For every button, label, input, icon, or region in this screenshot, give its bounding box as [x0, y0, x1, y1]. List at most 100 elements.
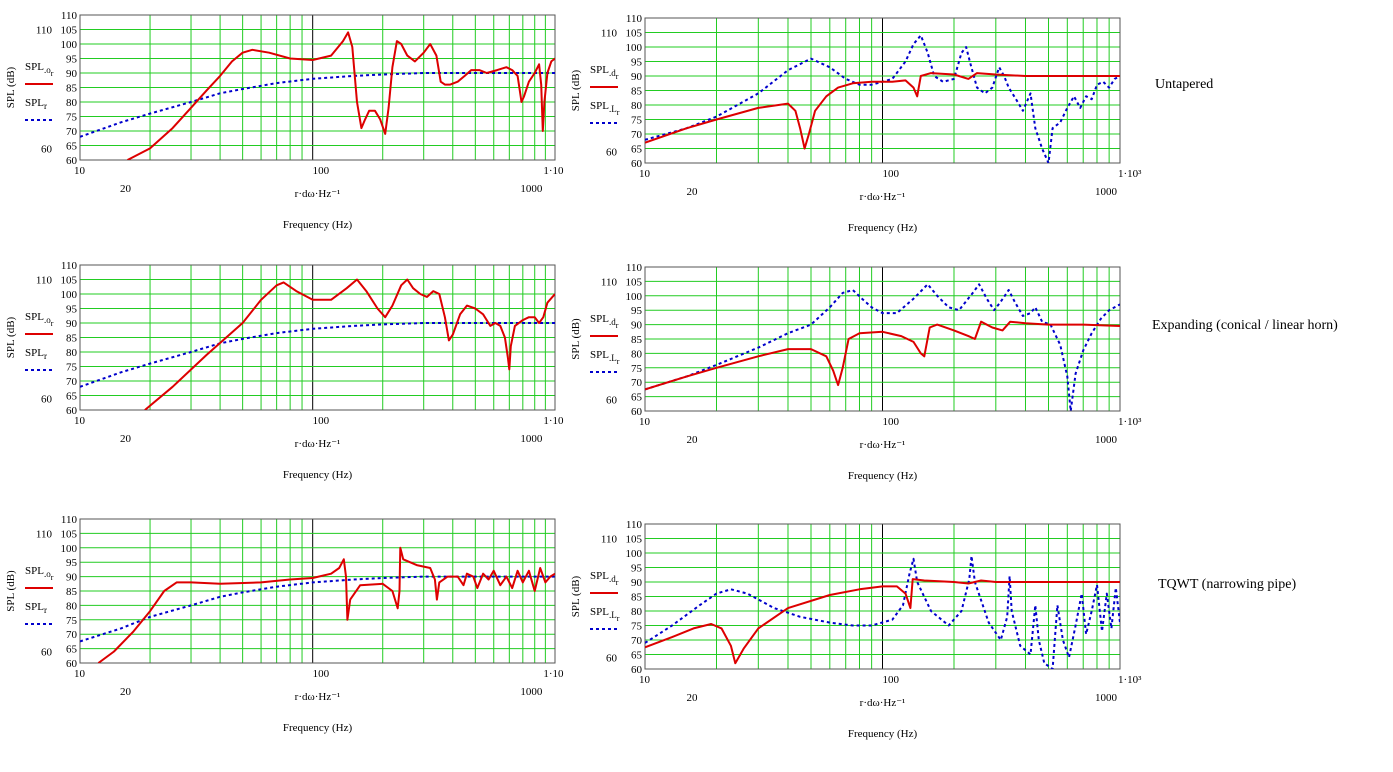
y-axis-label: SPL (dB): [5, 316, 17, 358]
x-tick-label: 1·10: [543, 165, 564, 177]
y-tick-label: 75: [66, 615, 78, 627]
x-tick-label: 100: [313, 415, 330, 427]
y-tick-label: 85: [66, 586, 78, 598]
row-label-1: Untapered: [1155, 77, 1213, 92]
y-tick-label: 110: [626, 262, 643, 274]
legend-label: SPL.dr: [590, 570, 619, 587]
y-tick-label: 85: [631, 592, 643, 604]
legend-label: SPL.Lr: [590, 606, 620, 623]
y-tick-label: 110: [36, 25, 53, 37]
y-tick-label: 90: [631, 71, 643, 83]
series-line-red: [645, 320, 1120, 391]
row-label-2: Expanding (conical / linear horn): [1152, 318, 1338, 333]
y-tick-label: 100: [626, 291, 643, 303]
y-tick-label: 110: [601, 276, 618, 288]
y-tick-label: 95: [66, 557, 78, 569]
x-tick-label: 1·10: [543, 415, 564, 427]
y-tick-label: 65: [66, 391, 78, 403]
row-label-3: TQWT (narrowing pipe): [1158, 577, 1296, 592]
x-tick-label: 20: [120, 183, 132, 195]
y-tick-label: 60: [41, 393, 53, 405]
x-axis-expression: r·dω·Hz⁻¹: [295, 188, 341, 200]
x-tick-label: 1000: [1095, 692, 1118, 704]
legend-label: SPL.dr: [590, 313, 619, 330]
plot-frame: [644, 17, 1121, 164]
y-tick-label: 110: [626, 519, 643, 531]
y-tick-label: 85: [66, 83, 78, 95]
y-tick-label: 105: [626, 276, 643, 288]
series-line-blue: [645, 34, 1120, 163]
y-tick-label: 75: [66, 362, 78, 374]
x-tick-label: 20: [120, 433, 132, 445]
x-tick-label: 10: [639, 674, 651, 686]
x-tick-label: 20: [686, 692, 698, 704]
y-tick-label: 100: [626, 42, 643, 54]
x-axis-expression: r·dω·Hz⁻¹: [295, 691, 341, 703]
y-tick-label: 80: [631, 606, 643, 618]
y-axis-label: SPL (dB): [570, 318, 582, 360]
chart-panel-expanding-right: 60 65 70 75 80 85 90 95 100 105 110 60 110 10 100 1·10³…: [570, 262, 1142, 482]
legend-label: SPLr: [25, 97, 47, 111]
x-axis-label: Frequency (Hz): [283, 469, 353, 481]
x-axis-label: Frequency (Hz): [848, 470, 918, 482]
y-tick-label: 60: [66, 405, 78, 417]
y-axis-label: SPL (dB): [5, 570, 17, 612]
legend-label: SPLr: [25, 601, 47, 615]
y-tick-label: 70: [631, 129, 643, 141]
y-tick-label: 60: [631, 158, 643, 170]
y-tick-label: 75: [631, 621, 643, 633]
x-tick-label: 10: [74, 165, 86, 177]
x-tick-label: 20: [120, 686, 132, 698]
y-tick-label: 75: [631, 115, 643, 127]
y-tick-label: 75: [66, 112, 78, 124]
y-tick-label: 60: [41, 646, 53, 658]
x-tick-label: 20: [686, 186, 698, 198]
y-tick-label: 105: [626, 534, 643, 546]
series-line-red: [97, 546, 555, 663]
x-axis-label: Frequency (Hz): [283, 219, 353, 231]
y-tick-label: 80: [66, 97, 78, 109]
plot-frame: [79, 14, 556, 161]
y-tick-label: 100: [61, 543, 78, 555]
x-tick-label: 100: [313, 165, 330, 177]
y-tick-label: 105: [61, 275, 78, 287]
y-axis-label: SPL (dB): [570, 575, 582, 617]
y-tick-label: 60: [66, 658, 78, 670]
y-tick-label: 65: [631, 144, 643, 156]
y-tick-label: 65: [66, 141, 78, 153]
y-tick-label: 70: [66, 376, 78, 388]
plot-frame: [644, 523, 1121, 670]
x-tick-label: 10: [639, 416, 651, 428]
y-tick-label: 100: [626, 548, 643, 560]
y-tick-label: 110: [61, 10, 78, 22]
series-line-blue: [80, 575, 555, 643]
y-axis-label: SPL (dB): [570, 69, 582, 111]
x-axis-expression: r·dω·Hz⁻¹: [860, 439, 906, 451]
plot-frame: [79, 518, 556, 664]
y-tick-label: 80: [66, 600, 78, 612]
legend-label: SPL.Lr: [590, 100, 620, 117]
x-tick-label: 100: [883, 416, 900, 428]
x-tick-label: 10: [74, 668, 86, 680]
x-tick-label: 100: [313, 668, 330, 680]
x-axis-label: Frequency (Hz): [283, 722, 353, 734]
y-tick-label: 110: [36, 275, 53, 287]
plot-frame: [644, 266, 1121, 412]
chart-panel-expanding-left: 60 65 70 75 80 85 90 95 100 105 110 60 110 10 100 1·10 2…: [5, 260, 564, 481]
y-tick-label: 110: [61, 514, 78, 526]
series-line-blue: [80, 72, 555, 138]
y-tick-label: 80: [66, 347, 78, 359]
x-tick-label: 1000: [520, 686, 543, 698]
legend-label: SPL.or: [25, 565, 54, 582]
y-tick-label: 110: [36, 528, 53, 540]
y-tick-label: 65: [66, 644, 78, 656]
series-line-blue: [645, 283, 1120, 411]
y-tick-label: 60: [631, 406, 643, 418]
legend-label: SPL.or: [25, 61, 54, 78]
y-tick-label: 80: [631, 348, 643, 360]
x-tick-label: 1000: [520, 433, 543, 445]
y-tick-label: 95: [631, 563, 643, 575]
legend-label: SPL.Lr: [590, 349, 620, 366]
x-tick-label: 10: [639, 168, 651, 180]
